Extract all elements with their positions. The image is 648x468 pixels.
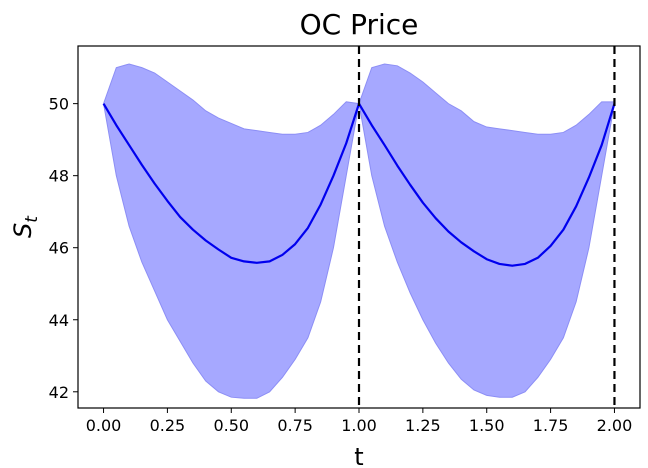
x-axis-label: t (354, 443, 363, 468)
x-tick-label: 1.25 (405, 416, 441, 435)
x-tick-label: 1.00 (341, 416, 377, 435)
x-tick-label: 0.25 (150, 416, 186, 435)
plot-area (102, 46, 616, 408)
y-tick-label: 42 (49, 383, 69, 402)
x-tick-label: 2.00 (597, 416, 633, 435)
x-tick-label: 0.50 (213, 416, 249, 435)
x-tick-label: 0.75 (277, 416, 313, 435)
y-axis-label-main: S (9, 223, 37, 238)
y-tick-label: 48 (49, 167, 69, 186)
y-tick-label: 44 (49, 311, 69, 330)
chart-title: OC Price (300, 8, 419, 41)
y-axis-ticks: 42 44 46 48 50 (49, 95, 78, 402)
x-tick-label: 1.50 (469, 416, 505, 435)
y-axis-label-subscript: t (22, 215, 42, 223)
x-tick-label: 1.75 (533, 416, 569, 435)
x-axis-ticks: 0.00 0.25 0.50 0.75 1.00 1.25 1.50 1.75 2.00 (86, 408, 633, 435)
y-axis-label: St (9, 215, 42, 238)
axes-frame (77, 45, 641, 409)
y-tick-label: 46 (49, 239, 69, 258)
y-tick-label: 50 (49, 95, 69, 114)
x-tick-label: 0.00 (86, 416, 122, 435)
